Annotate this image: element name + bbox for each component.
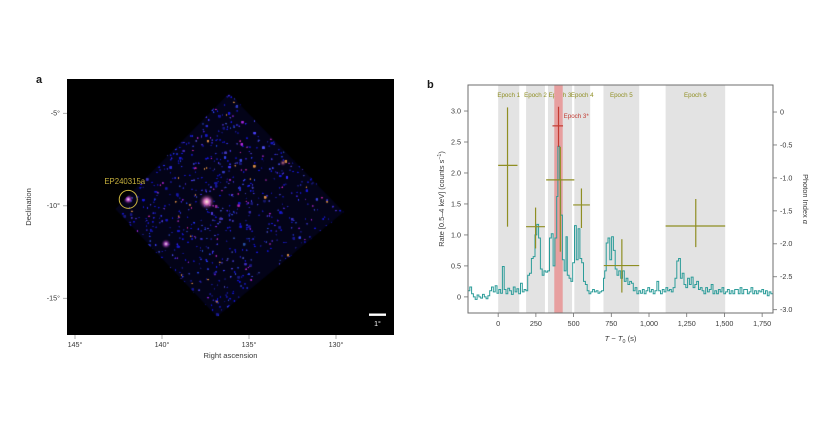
y-left-tick-label: 2.5	[451, 137, 461, 146]
dec-tick-label: -15°	[47, 294, 60, 303]
declination-axis-label: Declination	[24, 188, 33, 226]
epoch-3star-label: Epoch 3*	[564, 113, 590, 120]
scale-bar-label: 1°	[374, 320, 381, 328]
y-right-axis-label: Photon Index α	[801, 174, 810, 225]
dec-tick-label: -5°	[51, 109, 60, 118]
y-right-tick-label: -3.0	[780, 305, 792, 314]
y-left-tick-label: 0	[457, 292, 461, 301]
panel-b-label: b	[427, 79, 434, 91]
x-tick-label: 750	[605, 319, 617, 328]
scale-bar	[369, 313, 386, 316]
x-tick-label: 250	[530, 319, 542, 328]
y-right-tick-label: 0	[780, 107, 784, 116]
y-left-tick-label: 1.5	[451, 199, 461, 208]
epoch-label-5: Epoch 5	[610, 92, 633, 99]
epoch-label-2: Epoch 2	[524, 92, 547, 99]
x-tick-label: 1,500	[715, 319, 733, 328]
y-right-tick-label: -0.5	[780, 140, 792, 149]
y-left-tick-label: 3.0	[451, 106, 461, 115]
ra-tick-label: 130°	[329, 340, 344, 349]
sky-image-canvas	[67, 79, 394, 335]
epoch-label-6: Epoch 6	[684, 92, 707, 99]
x-tick-label: 500	[568, 319, 580, 328]
y-left-tick-label: 1.0	[451, 230, 461, 239]
source-annotation-label: EP240315a	[104, 177, 145, 186]
y-left-tick-label: 2.0	[451, 168, 461, 177]
dec-tick-label: -10°	[47, 201, 60, 210]
chart-frame	[467, 84, 774, 314]
epoch-label-4: Epoch 4	[571, 92, 594, 99]
y-right-tick-label: -2.0	[780, 239, 792, 248]
x-axis-label: T − T0 (s)	[605, 334, 637, 345]
y-right-tick-label: -1.5	[780, 206, 792, 215]
ra-tick-label: 140°	[155, 340, 170, 349]
light-curve-step-line	[468, 145, 773, 300]
y-left-axis-label: Rate [0.5–4 keV] (counts s−1)	[437, 151, 446, 247]
epoch-band-1	[498, 85, 520, 313]
x-tick-label: 0	[496, 319, 500, 328]
epoch-label-1: Epoch 1	[497, 92, 520, 99]
source-marker-circle	[118, 189, 138, 209]
panel-a-label: a	[36, 74, 43, 86]
right-ascension-axis-label: Right ascension	[203, 351, 257, 360]
y-right-tick-label: -2.5	[780, 272, 792, 281]
ra-tick-label: 145°	[68, 340, 83, 349]
y-right-tick-label: -1.0	[780, 173, 792, 182]
x-tick-label: 1,000	[640, 319, 658, 328]
ra-tick-label: 135°	[242, 340, 257, 349]
x-tick-label: 1,750	[753, 319, 771, 328]
epoch-3star-band	[554, 85, 563, 313]
x-tick-label: 1,250	[678, 319, 696, 328]
y-left-tick-label: 0.5	[451, 261, 461, 270]
epoch-band-2	[526, 85, 545, 313]
